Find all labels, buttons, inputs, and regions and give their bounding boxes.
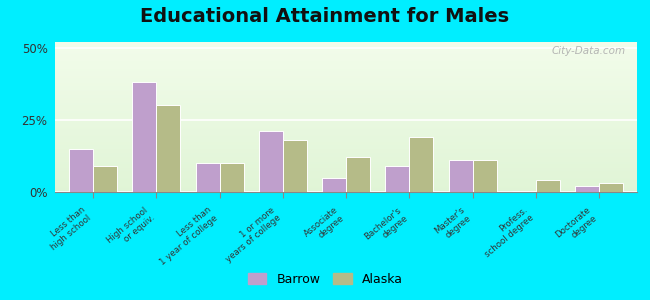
Bar	[410, 137, 434, 192]
Text: Educational Attainment for Males: Educational Attainment for Males	[140, 8, 510, 26]
Bar	[93, 166, 117, 192]
Text: 1 or more
years of college: 1 or more years of college	[218, 206, 283, 265]
Bar	[157, 106, 181, 192]
Text: High school
or equiv.: High school or equiv.	[105, 206, 157, 253]
Bar	[599, 183, 623, 192]
Text: Less than
high school: Less than high school	[43, 206, 93, 252]
Bar	[283, 140, 307, 192]
Bar	[69, 149, 93, 192]
Bar	[575, 186, 599, 192]
Bar	[512, 190, 536, 192]
Text: Bachelor's
degree: Bachelor's degree	[363, 206, 410, 249]
Bar	[322, 178, 346, 192]
Bar	[536, 181, 560, 192]
Text: Less than
1 year of college: Less than 1 year of college	[151, 206, 220, 267]
Bar	[196, 163, 220, 192]
Bar	[133, 82, 157, 192]
Bar	[220, 163, 244, 192]
Text: Doctorate
degree: Doctorate degree	[554, 206, 599, 248]
Bar	[473, 160, 497, 192]
Bar	[448, 160, 473, 192]
Text: Associate
degree: Associate degree	[302, 206, 346, 247]
Bar	[346, 158, 370, 192]
Text: City-Data.com: City-Data.com	[551, 46, 625, 56]
Legend: Barrow, Alaska: Barrow, Alaska	[242, 268, 408, 291]
Bar	[259, 131, 283, 192]
Text: Profess.
school degree: Profess. school degree	[477, 206, 536, 260]
Bar	[385, 166, 410, 192]
Text: Master's
degree: Master's degree	[432, 206, 473, 244]
